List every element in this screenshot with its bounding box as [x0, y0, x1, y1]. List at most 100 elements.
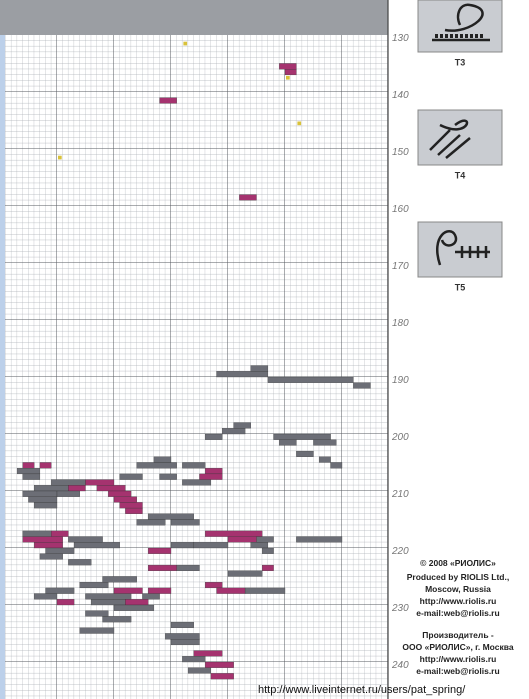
stitch-run: [262, 547, 274, 554]
stitches: [16, 41, 371, 680]
stitch-run: [148, 547, 172, 554]
stitch-run: [45, 547, 75, 554]
stitch-run: [113, 587, 143, 594]
stitch-run: [216, 371, 269, 378]
source-url: http://www.liveinternet.ru/users/pat_spr…: [258, 684, 466, 696]
stitch-run: [22, 530, 52, 537]
stitch-run: [85, 479, 115, 486]
stitch-run: [113, 604, 155, 611]
stitch-run: [296, 450, 314, 457]
row-number: 150: [392, 147, 409, 158]
row-number: 200: [391, 432, 409, 443]
stitch-run: [319, 456, 331, 463]
stitch-run: [102, 616, 132, 623]
stitch-run: [125, 507, 143, 514]
stitch-run: [51, 530, 69, 537]
stitch-run: [22, 462, 35, 469]
stitch-run: [79, 582, 109, 589]
stitch-run: [170, 621, 194, 628]
stitch-run: [22, 490, 58, 497]
icon-label: T3: [455, 57, 466, 67]
stitch-mark: [183, 41, 188, 46]
stitch-run: [182, 479, 212, 486]
stitch-run: [205, 530, 263, 537]
footer-line: Moscow, Russia: [425, 584, 491, 594]
stitch-run: [170, 519, 200, 526]
row-number: 190: [392, 375, 409, 386]
row-number: 240: [391, 660, 409, 671]
footer-line: Produced by RIOLIS Ltd.,: [407, 572, 509, 582]
stitch-run: [170, 639, 200, 646]
stitch-run: [153, 456, 172, 463]
stitch-run: [34, 593, 58, 600]
stitch-run: [22, 473, 41, 480]
stitch-run: [205, 468, 223, 475]
stitch-run: [45, 587, 75, 594]
stitch-run: [159, 473, 177, 480]
stitch-run: [22, 536, 63, 543]
stitch-run: [193, 542, 229, 549]
row-number: 140: [392, 90, 409, 101]
footer-line: Производитель -: [422, 630, 494, 640]
stitch-run: [353, 382, 371, 389]
stitch-run: [279, 439, 297, 446]
stitch-run: [28, 496, 58, 503]
stitch-run: [193, 650, 223, 657]
stitch-run: [244, 587, 286, 594]
stitch-run: [142, 593, 160, 600]
stitch-run: [34, 542, 63, 549]
stitch-run: [39, 553, 63, 560]
stitch-run: [136, 462, 177, 469]
stitch-run: [313, 439, 337, 446]
row-number: 170: [392, 261, 409, 272]
icon-t5: [417, 221, 503, 278]
stitch-run: [91, 599, 126, 606]
left-strip: [0, 35, 5, 699]
stitch-run: [239, 194, 257, 201]
stitch-run: [96, 485, 126, 492]
stitch-run: [56, 599, 75, 606]
stitch-run: [205, 433, 223, 440]
row-number: 220: [391, 546, 409, 557]
stitch-run: [170, 542, 194, 549]
stitch-run: [296, 536, 343, 543]
stitch-run: [182, 462, 206, 469]
stitch-run: [73, 542, 120, 549]
stitch-run: [273, 433, 331, 440]
footer-line: http://www.riolis.ru: [420, 654, 497, 664]
icon-label: T4: [455, 170, 466, 180]
icon-t4: [417, 109, 503, 166]
stitch-run: [233, 422, 251, 429]
footer-line: e-mail:web@riolis.ru: [416, 608, 499, 618]
stitch-run: [222, 428, 246, 435]
stitch-run: [330, 462, 343, 469]
icon-label: T5: [455, 282, 466, 292]
stitch-run: [56, 490, 80, 497]
stitch-run: [102, 576, 137, 583]
row-number: 230: [391, 603, 409, 614]
stitch-run: [279, 63, 297, 70]
stitch-run: [119, 502, 143, 509]
stitch-run: [16, 468, 41, 475]
stitch-run: [119, 473, 143, 480]
stitch-run: [68, 559, 92, 566]
stitch-run: [199, 473, 223, 480]
row-number: 130: [392, 33, 409, 44]
stitch-run: [85, 593, 132, 600]
row-number: 160: [392, 204, 409, 215]
icon-t3: [417, 0, 503, 53]
stitch-run: [148, 513, 194, 520]
stitch-run: [51, 479, 86, 486]
stitch-run: [159, 97, 177, 104]
stitch-run: [34, 502, 58, 509]
stitch-run: [113, 496, 137, 503]
stitch-run: [227, 570, 263, 577]
stitch-run: [250, 542, 269, 549]
stitch-mark: [58, 155, 62, 160]
stitch-run: [148, 587, 172, 594]
footer-line: http://www.riolis.ru: [420, 596, 497, 606]
stitch-run: [256, 536, 274, 543]
stitch-run: [85, 610, 109, 617]
